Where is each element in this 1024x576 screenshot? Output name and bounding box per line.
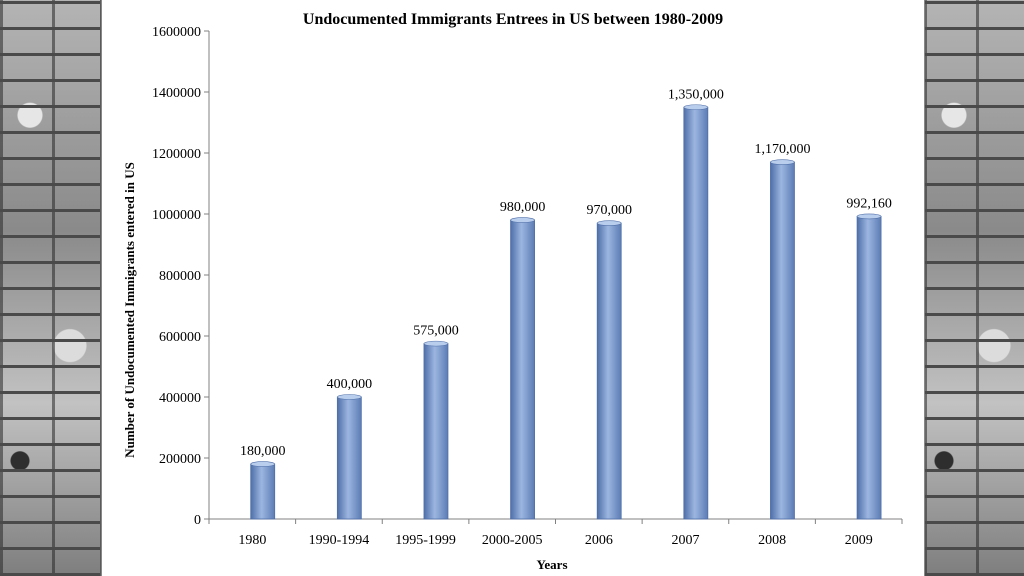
data-label: 575,000 [413, 324, 459, 339]
bar-top-cap [683, 104, 709, 111]
data-label: 1,170,000 [754, 142, 810, 157]
x-tick-label: 1995-1999 [395, 533, 456, 548]
bar [596, 222, 622, 520]
axes: 0 200000 400000 600000 800000 1000000 1200000 1… [152, 25, 903, 528]
bar-top-cap [423, 340, 449, 347]
y-tick-label: 400000 [159, 391, 201, 406]
bar-top-cap [770, 159, 795, 165]
bar [423, 343, 449, 520]
y-tick-label: 600000 [159, 330, 201, 345]
data-label: 980,000 [500, 200, 546, 215]
bar-top-cap [510, 217, 535, 223]
bar-top-cap [856, 213, 882, 220]
chart-title: Undocumented Immigrants Entrees in US be… [303, 11, 723, 28]
brick-wall-left [0, 0, 100, 576]
data-label: 180,000 [240, 444, 286, 459]
y-tick-label: 1200000 [152, 147, 201, 162]
x-tick-label: 2006 [585, 533, 613, 548]
y-tick-label: 1400000 [152, 86, 201, 101]
bar [770, 161, 795, 520]
brick-wall-right [924, 0, 1024, 576]
bar [336, 396, 362, 520]
y-tick-label: 800000 [159, 269, 201, 284]
bar-top-cap [337, 394, 362, 400]
y-tick-label: 1000000 [152, 208, 201, 223]
bar [856, 215, 882, 520]
y-tick-label: 200000 [159, 452, 201, 467]
x-tick-label: 2009 [845, 533, 873, 548]
bar-top-cap [596, 220, 622, 226]
bar-top-cap [250, 461, 276, 467]
x-tick-label: 2007 [671, 533, 699, 548]
y-tick-label: 1600000 [152, 25, 201, 40]
x-axis-label: Years [536, 557, 567, 572]
x-tick-label: 1990-1994 [309, 533, 370, 548]
y-tick-label: 0 [194, 513, 201, 528]
y-axis-label: Number of Undocumented Immigrants entere… [122, 162, 137, 458]
bar [683, 106, 709, 520]
chart-panel: Undocumented Immigrants Entrees in US be… [101, 0, 925, 576]
bar-chart: Undocumented Immigrants Entrees in US be… [122, 11, 903, 572]
bars: 180,000 1980 400,000 1990-1994 575,000 1995-1… [238, 87, 892, 548]
bar [250, 463, 276, 520]
x-tick-label: 1980 [238, 533, 266, 548]
x-tick-label: 2000-2005 [482, 533, 543, 548]
data-label: 1,350,000 [668, 87, 724, 102]
data-label: 400,000 [327, 377, 373, 392]
data-label: 992,160 [846, 196, 892, 211]
x-tick-label: 2008 [758, 533, 786, 548]
bar [510, 219, 535, 520]
data-label: 970,000 [586, 203, 632, 218]
